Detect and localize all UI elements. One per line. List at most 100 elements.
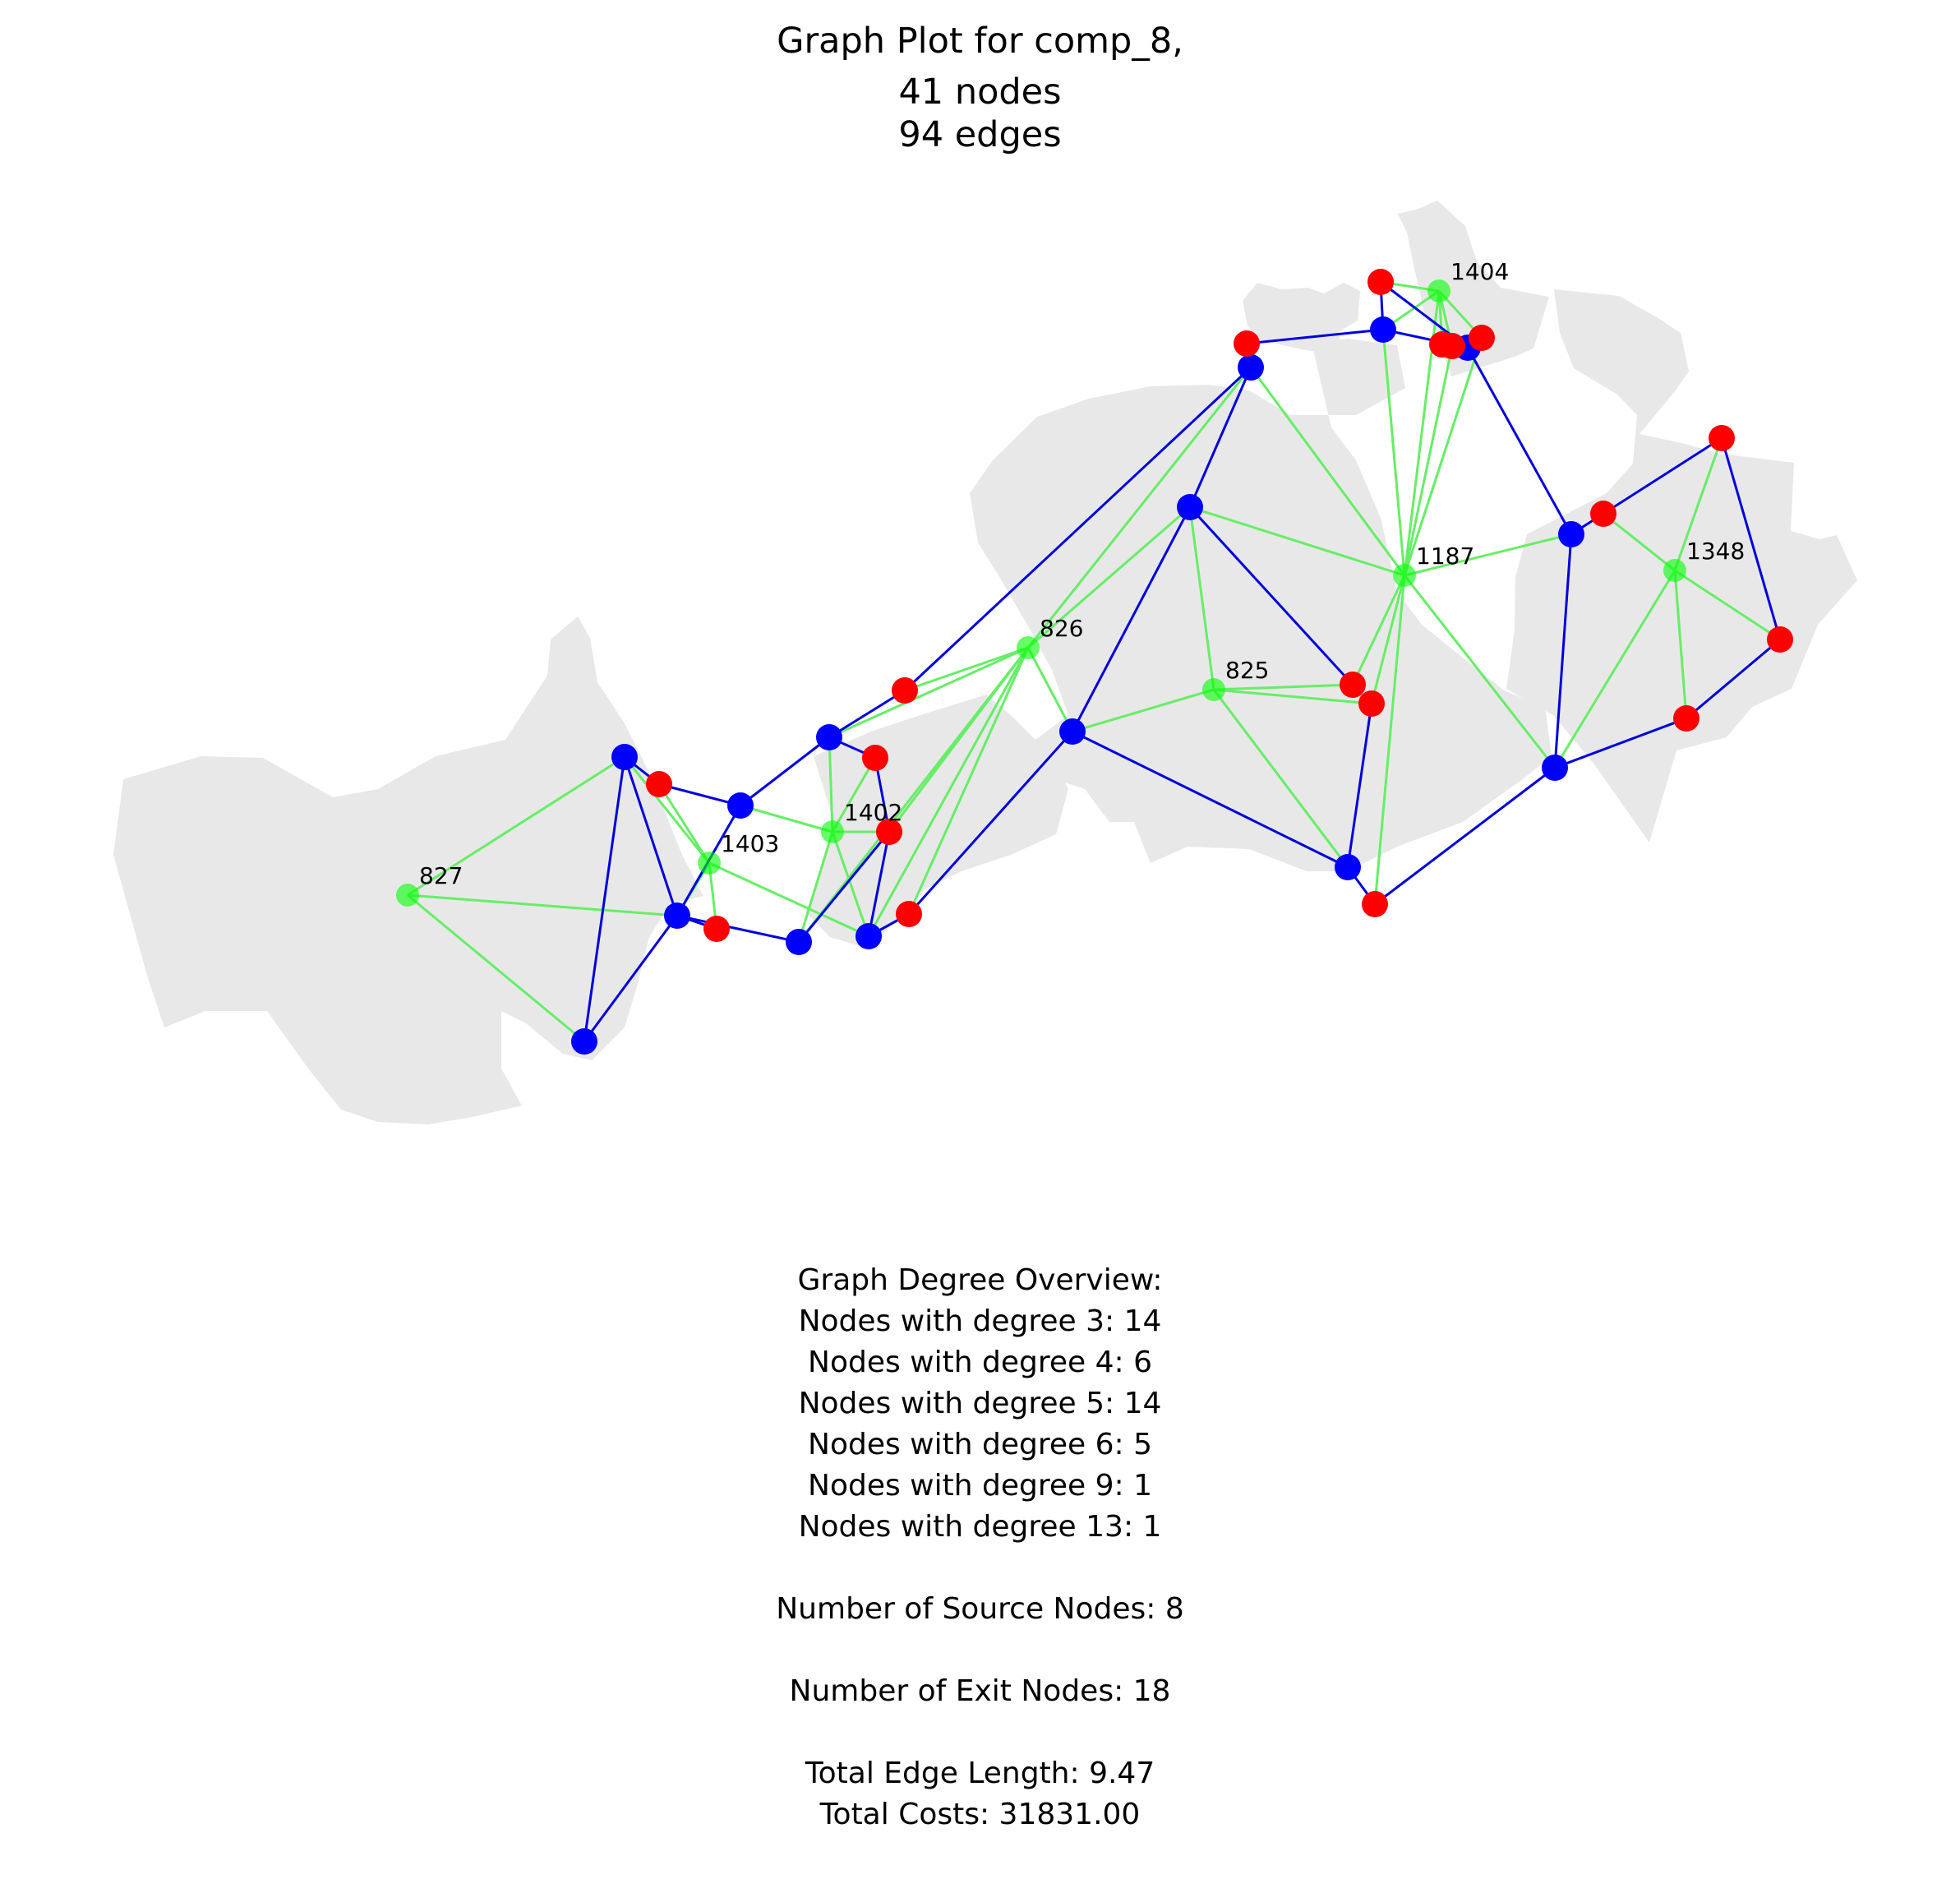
source-edge <box>407 893 585 1043</box>
source-edge <box>1189 506 1405 577</box>
source-edge <box>1212 689 1349 868</box>
exit-node <box>1367 269 1394 295</box>
exit-node <box>1590 501 1616 527</box>
source-node <box>698 852 721 875</box>
source-edge <box>1370 575 1406 704</box>
junction-node <box>816 724 842 750</box>
junction-node <box>786 929 812 955</box>
main-edge <box>1466 347 1573 535</box>
source-edge <box>1673 570 1688 719</box>
source-edge <box>1403 345 1454 576</box>
source-edge <box>657 783 711 864</box>
source-edge <box>1673 437 1723 571</box>
exit-node-count: Number of Exit Nodes: 18 <box>789 1674 1171 1708</box>
source-edge <box>828 736 834 833</box>
main-edge <box>676 914 800 944</box>
map-region <box>1398 201 1549 376</box>
junction-node <box>1370 316 1396 343</box>
main-edge <box>1374 766 1556 906</box>
main-edge <box>1553 533 1573 769</box>
main-edge <box>1072 730 1349 869</box>
source-edge <box>907 647 1030 915</box>
source-edge <box>1072 688 1215 733</box>
junction-node <box>1238 354 1264 381</box>
source-edge <box>1249 367 1406 576</box>
degree-count-line: Nodes with degree 3: 14 <box>798 1304 1162 1338</box>
network-graph: 1404 1187 1348 826 825 1402 1403 827 <box>113 201 1857 1124</box>
source-edge <box>828 646 1029 739</box>
total-costs: Total Costs: 31831.00 <box>819 1798 1141 1831</box>
junction-node <box>571 1028 597 1055</box>
main-edge <box>903 366 1252 692</box>
source-edge <box>831 757 877 833</box>
source-edge <box>1553 570 1676 769</box>
map-region <box>970 339 1552 871</box>
node-label: 1348 <box>1686 538 1745 565</box>
exit-node <box>1767 626 1793 653</box>
source-node <box>1017 636 1040 659</box>
source-edge <box>1213 688 1372 705</box>
source-edge <box>867 647 1030 937</box>
degree-count-line: Nodes with degree 6: 5 <box>808 1428 1152 1461</box>
main-edge <box>1246 328 1384 345</box>
main-edge <box>1346 703 1373 868</box>
source-edge <box>1188 506 1215 690</box>
source-edge <box>1373 575 1406 905</box>
source-edge <box>904 646 1029 692</box>
source-edge <box>797 831 834 943</box>
source-edge <box>1381 329 1406 576</box>
source-node <box>1427 279 1450 302</box>
exit-node <box>862 745 888 771</box>
plot-title-line-1: Graph Plot for comp_8, <box>777 21 1183 62</box>
source-edge <box>623 756 711 864</box>
junction-node <box>1558 521 1584 547</box>
source-edge <box>1027 506 1191 649</box>
source-edge <box>407 755 625 897</box>
main-edge <box>907 730 1074 916</box>
junction-node <box>611 744 638 770</box>
source-node-count: Number of Source Nodes: 8 <box>776 1592 1184 1626</box>
main-edge <box>583 915 679 1042</box>
main-edge <box>1188 367 1252 508</box>
source-edge <box>1351 575 1406 686</box>
total-edge-length: Total Edge Length: 9.47 <box>805 1757 1155 1790</box>
source-node <box>821 820 844 843</box>
degree-count-line: Nodes with degree 4: 6 <box>808 1346 1152 1379</box>
source-edge <box>1404 533 1572 577</box>
main-edge <box>1686 638 1781 720</box>
degree-count-line: Nodes with degree 9: 1 <box>808 1469 1152 1503</box>
source-edge <box>1026 367 1252 649</box>
exit-node <box>1709 425 1735 451</box>
source-edge <box>797 647 1030 943</box>
main-edge <box>740 736 830 807</box>
exit-node <box>1362 891 1388 917</box>
node-label: 1402 <box>844 799 902 826</box>
junction-node <box>1059 718 1086 745</box>
source-edge <box>1674 569 1781 641</box>
main-edge <box>583 756 626 1042</box>
source-edge <box>1026 647 1074 732</box>
junction-node <box>664 903 690 929</box>
junction-node <box>1177 494 1203 520</box>
source-node <box>1202 678 1225 701</box>
exit-node <box>1673 705 1699 732</box>
exit-node <box>1340 672 1366 698</box>
junction-node <box>855 923 882 949</box>
source-edge <box>1603 512 1676 572</box>
source-edge <box>740 804 833 833</box>
main-edge <box>1720 437 1782 640</box>
source-edge <box>1403 337 1483 576</box>
degree-overview-heading: Graph Degree Overview: <box>797 1263 1163 1297</box>
source-edge <box>407 893 678 917</box>
source-edge <box>708 861 869 938</box>
main-edge <box>797 831 891 943</box>
source-edge <box>831 831 870 937</box>
node-label-layer: 1404 1187 1348 826 825 1402 1403 827 <box>419 258 1745 889</box>
source-edge <box>1213 683 1354 691</box>
node-layer <box>396 269 1793 1055</box>
node-label: 1404 <box>1450 258 1509 285</box>
main-edge <box>1188 506 1354 686</box>
source-node <box>1663 559 1686 582</box>
source-node <box>1393 564 1416 587</box>
